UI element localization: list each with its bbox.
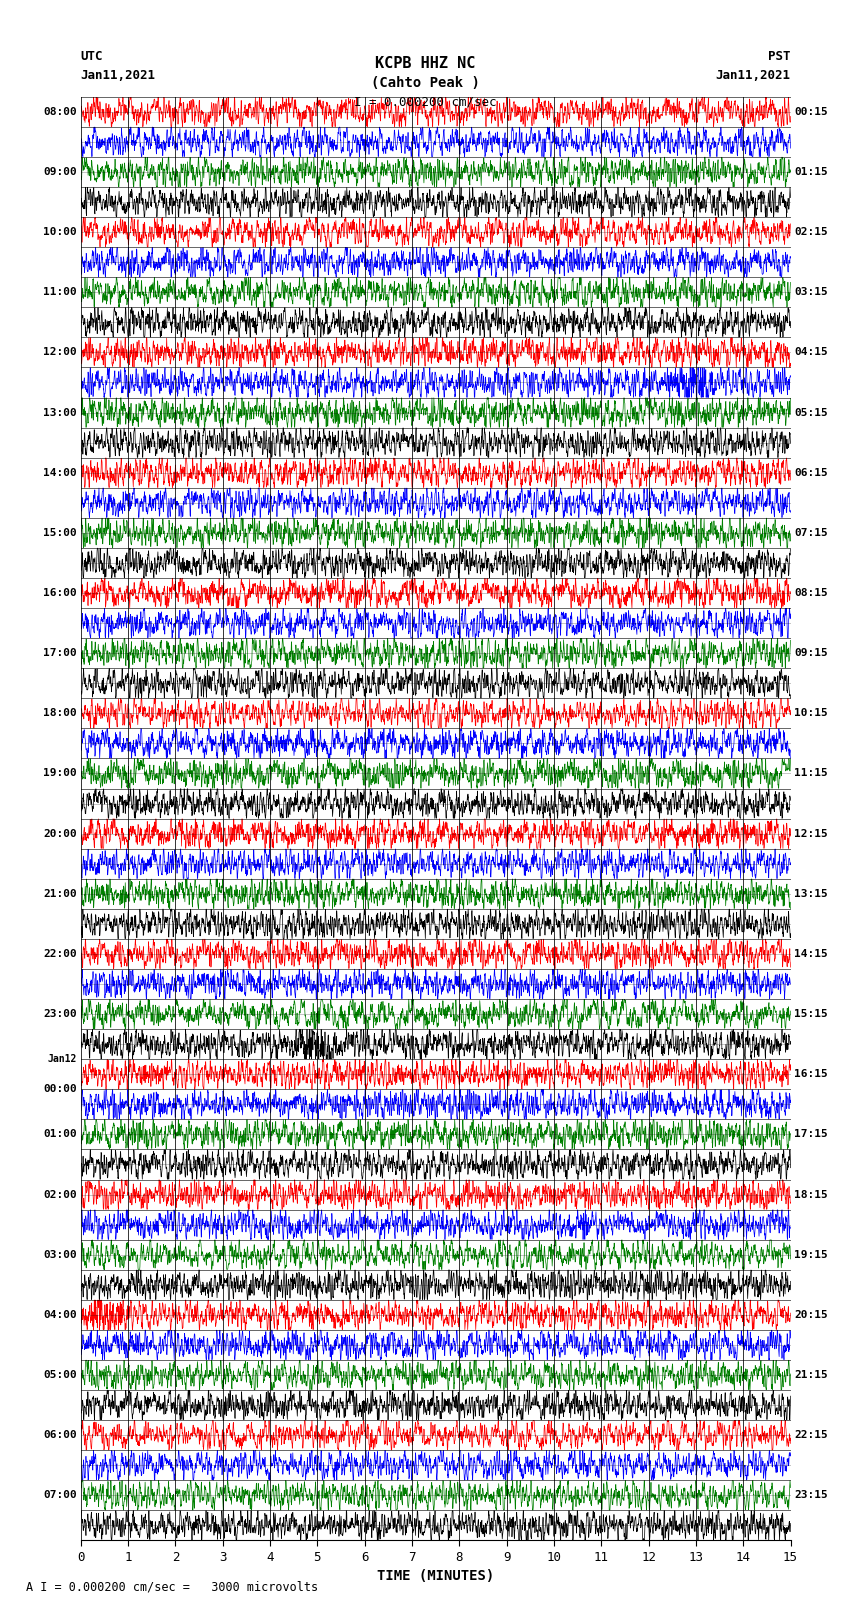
Text: 13:15: 13:15 [794, 889, 828, 898]
Text: 03:15: 03:15 [794, 287, 828, 297]
Text: 14:00: 14:00 [43, 468, 77, 477]
Text: 18:00: 18:00 [43, 708, 77, 718]
Text: 21:00: 21:00 [43, 889, 77, 898]
Text: A I = 0.000200 cm/sec =   3000 microvolts: A I = 0.000200 cm/sec = 3000 microvolts [26, 1581, 318, 1594]
Text: 10:00: 10:00 [43, 227, 77, 237]
Text: 05:15: 05:15 [794, 408, 828, 418]
Text: 11:00: 11:00 [43, 287, 77, 297]
Text: Jan12: Jan12 [48, 1055, 77, 1065]
Text: 04:00: 04:00 [43, 1310, 77, 1319]
Text: 00:15: 00:15 [794, 106, 828, 116]
Text: 09:15: 09:15 [794, 648, 828, 658]
Text: 16:00: 16:00 [43, 589, 77, 598]
Text: 08:00: 08:00 [43, 106, 77, 116]
X-axis label: TIME (MINUTES): TIME (MINUTES) [377, 1569, 494, 1584]
Text: 16:15: 16:15 [794, 1069, 828, 1079]
Text: 08:15: 08:15 [794, 589, 828, 598]
Text: 13:00: 13:00 [43, 408, 77, 418]
Text: Jan11,2021: Jan11,2021 [81, 69, 156, 82]
Text: 00:00: 00:00 [43, 1084, 77, 1094]
Text: UTC: UTC [81, 50, 103, 63]
Text: 10:15: 10:15 [794, 708, 828, 718]
Text: KCPB HHZ NC: KCPB HHZ NC [375, 56, 475, 71]
Text: (Cahto Peak ): (Cahto Peak ) [371, 76, 479, 90]
Text: 05:00: 05:00 [43, 1369, 77, 1381]
Text: 18:15: 18:15 [794, 1189, 828, 1200]
Text: 15:00: 15:00 [43, 527, 77, 537]
Text: 19:00: 19:00 [43, 768, 77, 779]
Text: 15:15: 15:15 [794, 1010, 828, 1019]
Text: 06:15: 06:15 [794, 468, 828, 477]
Text: 07:15: 07:15 [794, 527, 828, 537]
Text: 01:15: 01:15 [794, 168, 828, 177]
Text: 17:00: 17:00 [43, 648, 77, 658]
Text: I = 0.000200 cm/sec: I = 0.000200 cm/sec [354, 95, 496, 108]
Text: 11:15: 11:15 [794, 768, 828, 779]
Text: 23:00: 23:00 [43, 1010, 77, 1019]
Text: 21:15: 21:15 [794, 1369, 828, 1381]
Text: PST: PST [768, 50, 790, 63]
Text: 09:00: 09:00 [43, 168, 77, 177]
Text: 17:15: 17:15 [794, 1129, 828, 1139]
Text: 23:15: 23:15 [794, 1490, 828, 1500]
Text: 19:15: 19:15 [794, 1250, 828, 1260]
Text: 06:00: 06:00 [43, 1431, 77, 1440]
Text: 12:00: 12:00 [43, 347, 77, 358]
Text: 20:15: 20:15 [794, 1310, 828, 1319]
Text: Jan11,2021: Jan11,2021 [716, 69, 790, 82]
Text: 22:00: 22:00 [43, 948, 77, 960]
Text: 03:00: 03:00 [43, 1250, 77, 1260]
Text: 01:00: 01:00 [43, 1129, 77, 1139]
Text: 02:15: 02:15 [794, 227, 828, 237]
Text: 04:15: 04:15 [794, 347, 828, 358]
Text: 02:00: 02:00 [43, 1189, 77, 1200]
Text: 22:15: 22:15 [794, 1431, 828, 1440]
Text: 07:00: 07:00 [43, 1490, 77, 1500]
Text: 12:15: 12:15 [794, 829, 828, 839]
Text: 20:00: 20:00 [43, 829, 77, 839]
Text: 14:15: 14:15 [794, 948, 828, 960]
